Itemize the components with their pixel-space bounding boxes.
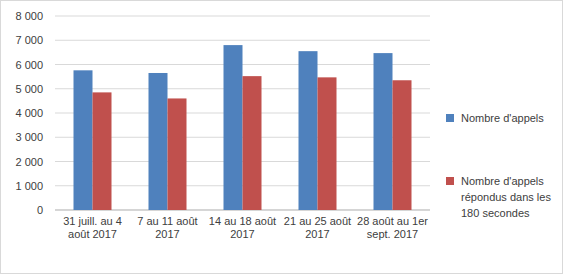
bar — [74, 70, 93, 210]
legend-label: Nombre d'appels répondus dans les 180 se… — [461, 173, 559, 221]
y-tick-label: 7 000 — [15, 34, 43, 46]
y-tick-label: 2 000 — [15, 156, 43, 168]
bars — [74, 45, 412, 210]
bar — [393, 80, 412, 210]
y-tick-label: 3 000 — [15, 131, 43, 143]
y-tick-label: 0 — [37, 204, 43, 216]
y-tick-label: 1 000 — [15, 180, 43, 192]
x-tick-label: 28 août au 1er sept. 2017 — [355, 215, 430, 241]
bar — [93, 92, 112, 210]
legend-swatch — [446, 177, 454, 185]
bar — [168, 98, 187, 210]
x-tick-label: 31 juill. au 4 août 2017 — [55, 215, 130, 241]
x-tick-label: 7 au 11 août 2017 — [130, 215, 205, 241]
bar — [224, 45, 243, 210]
y-tick-label: 4 000 — [15, 107, 43, 119]
grid-line — [55, 16, 430, 17]
y-tick-label: 5 000 — [15, 83, 43, 95]
grid-line — [55, 40, 430, 41]
bar — [374, 53, 393, 210]
bar — [318, 77, 337, 210]
y-tick-label: 8 000 — [15, 10, 43, 22]
bar — [243, 76, 262, 210]
bar — [149, 73, 168, 210]
legend-swatch — [446, 114, 454, 122]
bar — [299, 51, 318, 210]
x-tick-label: 21 au 25 août 2017 — [280, 215, 355, 241]
x-tick-label: 14 au 18 août 2017 — [205, 215, 280, 241]
legend-label: Nombre d'appels — [461, 110, 559, 126]
y-tick-label: 6 000 — [15, 59, 43, 71]
